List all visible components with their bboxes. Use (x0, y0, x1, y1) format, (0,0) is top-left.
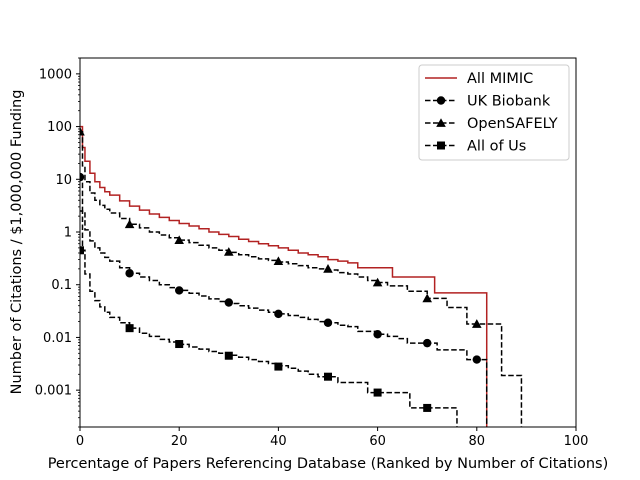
legend-label-uk-biobank: UK Biobank (467, 94, 551, 110)
data-point-uk-biobank (125, 269, 134, 278)
data-point-uk-biobank (472, 355, 481, 364)
y-tick-label: 10 (55, 173, 72, 188)
data-point-opensafely (80, 126, 85, 136)
legend-label-all-of-us: All of Us (467, 139, 526, 155)
x-tick-label: 20 (171, 434, 188, 449)
plot-frame (79, 57, 577, 428)
data-point-all-of-us (80, 246, 84, 255)
data-point-uk-biobank (423, 338, 432, 348)
data-point-opensafely (372, 277, 383, 287)
data-point-all-of-us (125, 324, 134, 333)
x-axis: 0 20 40 60 80 100 (76, 427, 589, 449)
data-point-all-of-us (373, 388, 382, 397)
legend-label-opensafely: OpenSAFELY (467, 116, 558, 132)
legend: All MIMIC UK Biobank OpenSAFELY All of Us (418, 64, 570, 161)
data-point-uk-biobank (373, 330, 382, 339)
data-point-opensafely (422, 293, 432, 303)
legend-marker-opensafely (436, 118, 446, 127)
legend-label-all-mimic: All MIMIC (467, 71, 533, 87)
x-tick-label: 80 (469, 434, 486, 449)
data-point-opensafely (174, 235, 184, 245)
data-point-uk-biobank (175, 286, 184, 295)
y-tick-label: 0.01 (43, 331, 72, 346)
data-point-uk-biobank (80, 172, 85, 182)
data-point-uk-biobank (274, 309, 283, 319)
data-point-all-of-us (224, 351, 233, 360)
data-point-opensafely (472, 319, 482, 328)
data-point-opensafely (273, 256, 284, 265)
y-axis: 0.001 0.01 0.1 1 10 100 1000 (35, 57, 80, 428)
series-layer (80, 125, 523, 427)
legend-marker-uk-biobank (436, 96, 446, 105)
y-tick-label: 1000 (39, 67, 72, 82)
data-point-all-of-us (274, 362, 283, 371)
legend-box (418, 64, 570, 161)
x-tick-label: 0 (76, 434, 84, 449)
x-tick-label: 60 (369, 434, 386, 449)
series-line-opensafely (80, 130, 523, 427)
x-tick-label: 100 (564, 434, 589, 449)
data-point-all-of-us (175, 340, 184, 349)
data-point-uk-biobank (224, 298, 233, 307)
x-tick-label: 40 (270, 434, 287, 449)
data-point-all-of-us (423, 403, 432, 412)
series-line-all-mimic (80, 125, 488, 427)
legend-marker-all-of-us (437, 141, 445, 150)
x-axis-label: Percentage of Papers Referencing Databas… (48, 456, 609, 472)
data-point-opensafely (124, 219, 135, 229)
y-tick-label: 0.001 (35, 384, 72, 399)
data-point-opensafely (224, 247, 234, 256)
y-axis-label: Number of Citations / $1,000,000 Funding (9, 90, 25, 395)
y-tick-label: 0.1 (51, 278, 72, 293)
y-tick-label: 1 (64, 226, 72, 241)
data-point-all-of-us (324, 372, 332, 381)
data-point-opensafely (323, 264, 333, 273)
data-point-uk-biobank (323, 318, 333, 327)
series-line-uk-biobank (80, 176, 488, 427)
y-tick-label: 100 (47, 120, 72, 135)
